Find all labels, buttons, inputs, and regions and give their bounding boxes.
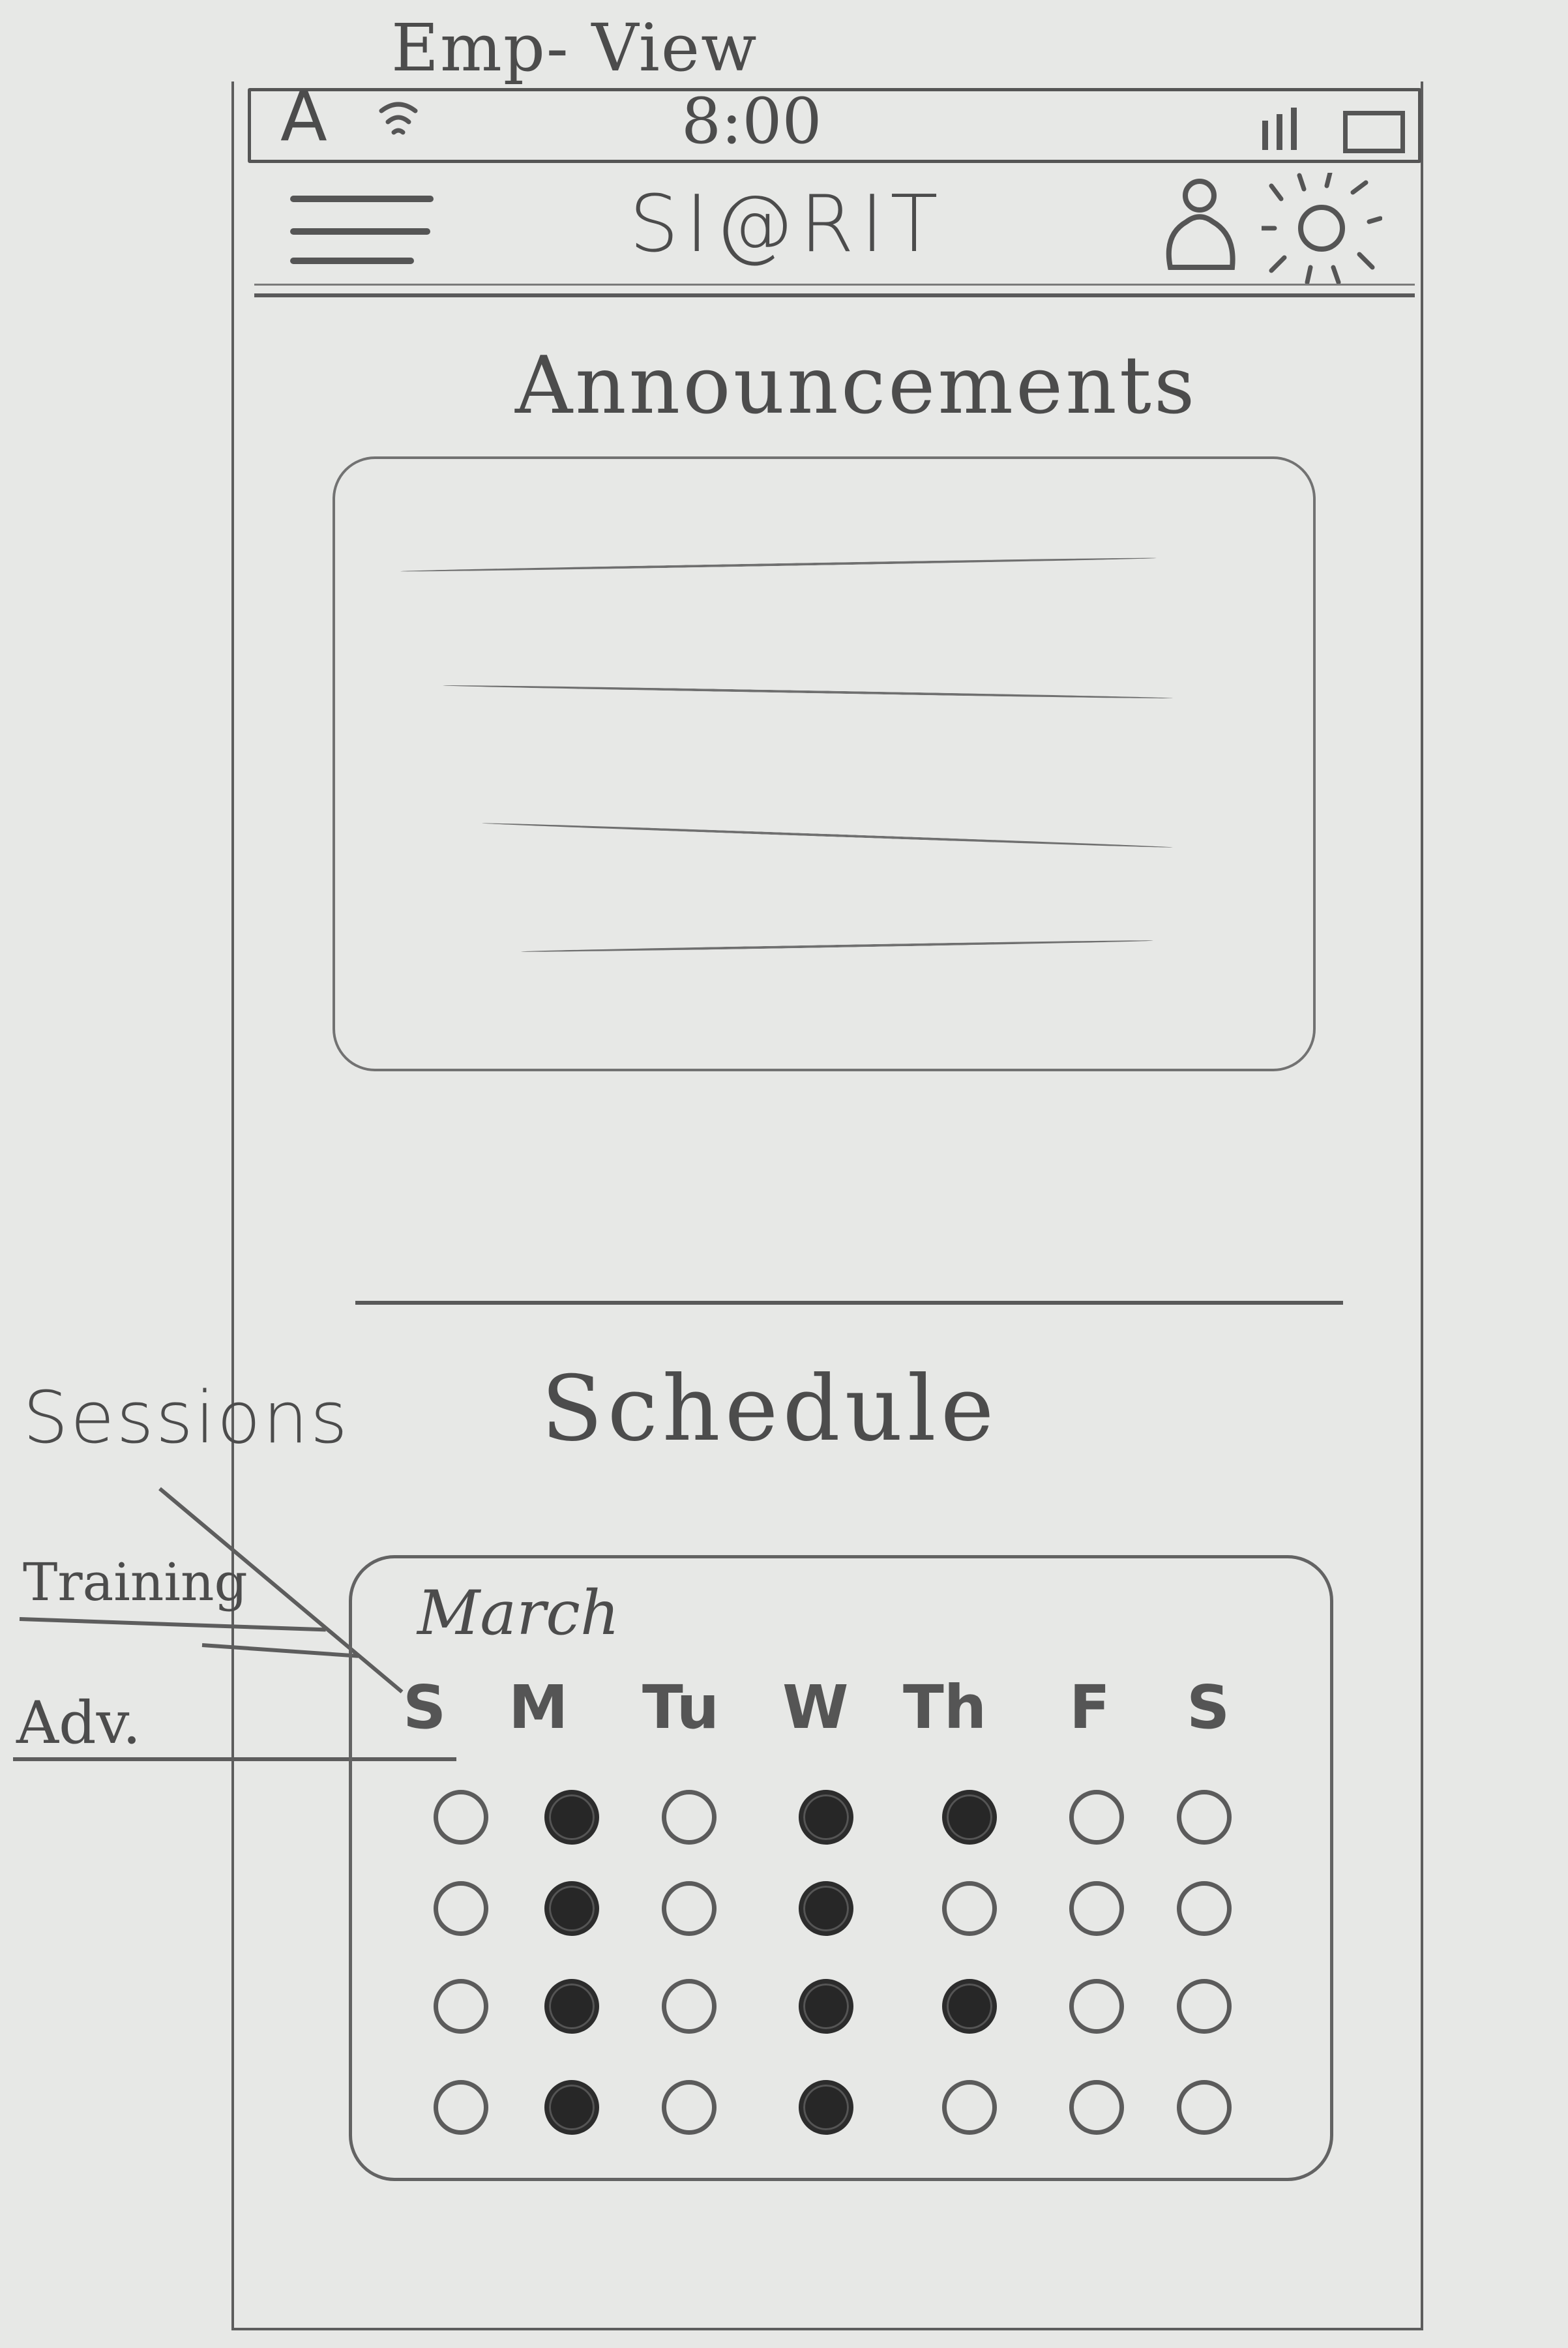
calendar-day-filled[interactable] [544, 1979, 599, 2034]
calendar-day-open[interactable] [434, 1979, 488, 2034]
calendar-day-filled[interactable] [799, 1881, 853, 1936]
weekday-label: F [1069, 1672, 1110, 1742]
legend-advanced-underline [13, 1757, 456, 1761]
calendar-day-filled[interactable] [799, 1979, 853, 2034]
weekday-label: S [403, 1672, 447, 1742]
app-title: SI@RIT [629, 179, 945, 270]
schedule-heading: Schedule [541, 1356, 999, 1461]
weekday-label: Th [903, 1672, 987, 1742]
battery-icon [1343, 111, 1405, 153]
weekday-label: Tu [642, 1672, 720, 1742]
status-time: 8:00 [681, 85, 822, 158]
carrier-label: A [280, 77, 327, 156]
weekday-label: W [782, 1672, 849, 1742]
calendar-day-open[interactable] [434, 1790, 488, 1845]
section-divider [355, 1301, 1343, 1305]
calendar-day-open[interactable] [434, 2080, 488, 2135]
calendar-day-open[interactable] [1177, 2080, 1232, 2135]
legend-advanced: Adv. [16, 1689, 141, 1757]
calendar-day-open[interactable] [1069, 1881, 1124, 1936]
calendar-month-label: March [417, 1578, 620, 1649]
phone-frame [231, 82, 1423, 2330]
calendar-day-open[interactable] [1177, 1790, 1232, 1845]
announcements-box[interactable] [333, 456, 1316, 1071]
calendar-day-filled[interactable] [544, 1790, 599, 1845]
signal-strength-icon [1258, 104, 1309, 153]
announcements-heading: Announcements [515, 339, 1198, 432]
announcement-placeholder-line [443, 684, 1173, 700]
calendar-day-filled[interactable] [799, 2080, 853, 2135]
header-bottom-line [254, 293, 1415, 297]
sessions-legend-heading: Sessions [23, 1376, 350, 1459]
calendar-day-open[interactable] [942, 1881, 997, 1936]
status-bar [248, 88, 1421, 163]
calendar-day-open[interactable] [434, 1881, 488, 1936]
calendar-day-open[interactable] [662, 1881, 717, 1936]
calendar-day-open[interactable] [1177, 1979, 1232, 2034]
hamburger-menu-icon[interactable] [290, 196, 440, 280]
calendar-day-open[interactable] [1069, 1790, 1124, 1845]
user-profile-icon[interactable] [1151, 176, 1249, 280]
header-top-line [254, 284, 1415, 286]
calendar-day-open[interactable] [1177, 1881, 1232, 1936]
calendar-day-open[interactable] [662, 1979, 717, 2034]
calendar-day-filled[interactable] [544, 1881, 599, 1936]
weekday-label: M [509, 1672, 569, 1742]
announcement-placeholder-line [521, 939, 1153, 953]
settings-gear-icon[interactable] [1262, 173, 1382, 284]
calendar-day-filled[interactable] [942, 1790, 997, 1845]
view-title: Emp- View [391, 10, 758, 86]
announcement-placeholder-line [482, 822, 1173, 849]
calendar-day-filled[interactable] [799, 1790, 853, 1845]
calendar-day-open[interactable] [942, 2080, 997, 2135]
calendar-day-filled[interactable] [942, 1979, 997, 2034]
calendar-day-open[interactable] [1069, 2080, 1124, 2135]
announcement-placeholder-line [400, 556, 1157, 573]
calendar-day-open[interactable] [662, 1790, 717, 1845]
calendar-day-open[interactable] [1069, 1979, 1124, 2034]
calendar-day-open[interactable] [662, 2080, 717, 2135]
schedule-calendar[interactable] [349, 1555, 1333, 2181]
wifi-icon [375, 95, 422, 141]
weekday-label: S [1187, 1672, 1230, 1742]
calendar-day-filled[interactable] [544, 2080, 599, 2135]
legend-training: Training [23, 1552, 248, 1612]
